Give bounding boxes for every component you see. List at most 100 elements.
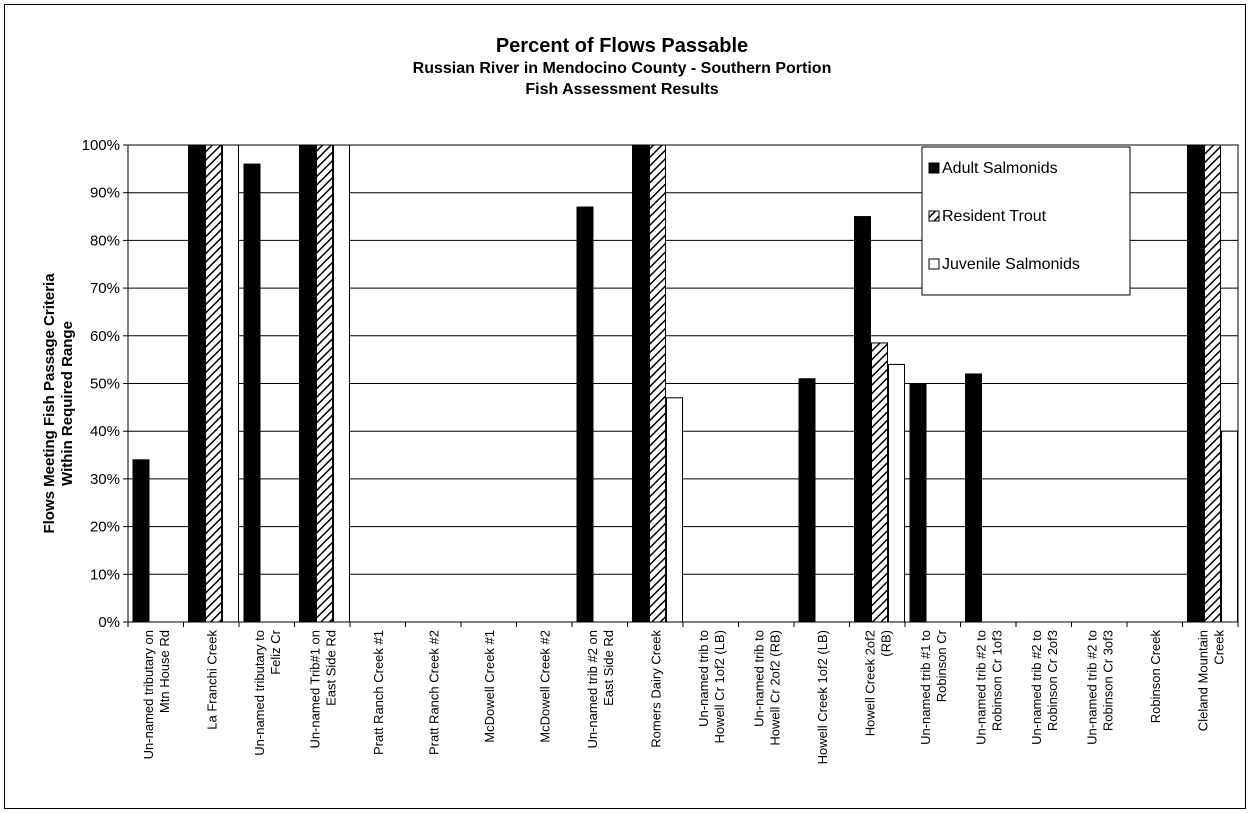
x-tick-label: Un-named trib #2 onEast Side Rd: [585, 630, 616, 749]
x-tick-label-line: Creek: [1211, 630, 1226, 665]
x-tick-label-line: Robinson Cr 1of3: [989, 630, 1004, 731]
x-tick-label-line: East Side Rd: [323, 630, 338, 706]
bar-adult-salmonids: [798, 378, 816, 623]
legend-label-juvenile-salmonids: Juvenile Salmonids: [942, 256, 1080, 273]
x-tick-label: Cleland MountainCreek: [1195, 630, 1226, 732]
legend-swatch-juvenile-salmonids: [928, 258, 940, 270]
x-tick-label: Un-named trib #2 toRobinson Cr 3of3: [1084, 630, 1115, 745]
legend-label-adult-salmonids: Adult Salmonids: [942, 160, 1058, 177]
x-tick-label-line: Howell Creek 1of2 (LB): [815, 630, 830, 764]
x-tick-label: Un-named trib #2 toRobinson Cr 1of3: [973, 630, 1004, 745]
x-tick-label: Romers Dairy Creek: [648, 630, 663, 748]
x-tick-label-line: Un-named trib #1 to: [918, 630, 933, 745]
axes: [127, 144, 1239, 627]
y-tick-label: 30%: [90, 471, 120, 488]
x-tick-label-line: Un-named tributary on: [141, 630, 156, 759]
bar-resident-trout: [649, 144, 666, 623]
legend-swatch-resident-trout: [928, 210, 940, 222]
x-tick-label-line: Robinson Cr 2of3: [1045, 630, 1060, 731]
x-tick-label-line: Pratt Ranch Creek #2: [426, 630, 441, 755]
x-tick-label: McDowell Creek #2: [537, 630, 552, 743]
x-tick-label-line: Feliz Cr: [268, 629, 283, 674]
x-tick-label-line: East Side Rd: [601, 630, 616, 706]
x-tick-label: Pratt Ranch Creek #2: [426, 630, 441, 755]
x-tick-label-line: McDowell Creek #2: [537, 630, 552, 743]
chart-titles: Percent of Flows Passable Russian River …: [0, 34, 1244, 100]
x-tick-label: Un-named trib toHowell Cr 2of2 (RB): [751, 630, 782, 746]
x-tick-label-line: Un-named trib to: [696, 630, 711, 727]
x-tick-label: Howell Creek 2of2(RB): [862, 630, 893, 736]
bar-juvenile-salmonids: [1221, 430, 1238, 623]
bar-adult-salmonids: [854, 216, 871, 623]
bar-juvenile-salmonids: [333, 144, 350, 623]
x-tick-label-line: McDowell Creek #1: [482, 630, 497, 743]
x-tick-label: Un-named tributary toFeliz Cr: [252, 629, 283, 755]
chart-subtitle-2: Fish Assessment Results: [525, 81, 719, 98]
bar-juvenile-salmonids: [888, 363, 905, 623]
bar-adult-salmonids: [132, 459, 150, 623]
y-tick-label: 100%: [82, 137, 120, 154]
y-tick-label: 70%: [90, 280, 120, 297]
x-tick-label-line: Robinson Cr: [934, 629, 949, 702]
y-tick-label: 60%: [90, 328, 120, 345]
x-tick-label: La Franchi Creek: [204, 630, 219, 730]
x-tick-label-line: Un-named trib #2 to: [1084, 630, 1099, 745]
x-tick-label-line: Un-named trib #2 to: [1029, 630, 1044, 745]
x-tick-label-line: Romers Dairy Creek: [648, 630, 663, 748]
x-tick-label-line: Howell Cr 2of2 (RB): [767, 630, 782, 746]
x-tick-label-line: Un-named trib to: [751, 630, 766, 727]
bar-resident-trout: [1204, 144, 1221, 623]
y-tick-label: 50%: [90, 376, 120, 393]
y-tick-label: 90%: [90, 185, 120, 202]
bar-adult-salmonids: [299, 144, 316, 623]
bars: [132, 144, 1238, 623]
bar-adult-salmonids: [243, 163, 261, 623]
x-tick-label-line: Un-named tributary to: [252, 630, 267, 756]
legend: Adult Salmonids Resident Trout Juvenile Sa…: [921, 146, 1131, 296]
bar-resident-trout: [316, 144, 333, 623]
x-tick-label-line: (RB): [878, 630, 893, 657]
x-tick-label: Robinson Creek: [1148, 630, 1163, 724]
bar-resident-trout: [205, 144, 222, 623]
x-tick-label-line: Un-named trib #2 on: [585, 630, 600, 749]
x-axis-labels: Un-named tributary onMtn House Rd La Fran…: [141, 629, 1227, 764]
y-tick-label: 80%: [90, 232, 120, 249]
x-tick-label-line: Howell Cr 1of2 (LB): [712, 630, 727, 743]
y-axis-title-line: Flows Meeting Fish Passage Criteria: [41, 273, 58, 534]
x-tick-label: Un-named trib toHowell Cr 1of2 (LB): [696, 630, 727, 743]
legend-swatch-adult-salmonids: [928, 162, 940, 174]
y-axis-ticks: 0% 10% 20% 30% 40% 50% 60% 70% 80% 90% 100%: [82, 137, 128, 631]
legend-box: [921, 146, 1131, 296]
bar-adult-salmonids: [965, 373, 982, 623]
x-tick-label-line: Un-named trib #2 to: [973, 630, 988, 745]
bar-adult-salmonids: [1187, 144, 1204, 623]
x-tick-label-line: Howell Creek 2of2: [862, 630, 877, 736]
y-axis-title-line: Within Required Range: [59, 321, 76, 486]
x-tick-label: Un-named trib #2 toRobinson Cr 2of3: [1029, 630, 1060, 745]
x-tick-label-line: Robinson Cr 3of3: [1100, 630, 1115, 731]
x-tick-label: Un-named tributary onMtn House Rd: [141, 630, 172, 759]
x-tick-label-line: Cleland Mountain: [1195, 630, 1210, 731]
x-tick-label-line: Un-named Trib#1 on: [307, 630, 322, 749]
chart-title: Percent of Flows Passable: [495, 35, 749, 57]
x-tick-label: Un-named trib #1 toRobinson Cr: [918, 629, 949, 745]
bar-resident-trout: [871, 342, 888, 623]
x-tick-label-line: Mtn House Rd: [157, 630, 172, 713]
x-tick-label: McDowell Creek #1: [482, 630, 497, 743]
x-tick-label-line: Robinson Creek: [1148, 630, 1163, 724]
bar-adult-salmonids: [188, 144, 205, 623]
x-tick-label: Howell Creek 1of2 (LB): [815, 630, 830, 764]
bar-juvenile-salmonids: [666, 397, 683, 623]
x-tick-label: Pratt Ranch Creek #1: [371, 630, 386, 755]
bar-adult-salmonids: [632, 144, 649, 623]
bar-adult-salmonids: [576, 206, 594, 623]
y-tick-label: 10%: [90, 566, 120, 583]
chart-subtitle-1: Russian River in Mendocino County - Sout…: [412, 60, 832, 77]
bar-juvenile-salmonids: [222, 144, 239, 623]
x-tick-label: Un-named Trib#1 onEast Side Rd: [307, 630, 338, 749]
y-axis-title: Flows Meeting Fish Passage CriteriaWithi…: [41, 273, 76, 534]
y-tick-label: 40%: [90, 423, 120, 440]
bar-adult-salmonids: [909, 383, 927, 623]
y-tick-label: 20%: [90, 519, 120, 536]
